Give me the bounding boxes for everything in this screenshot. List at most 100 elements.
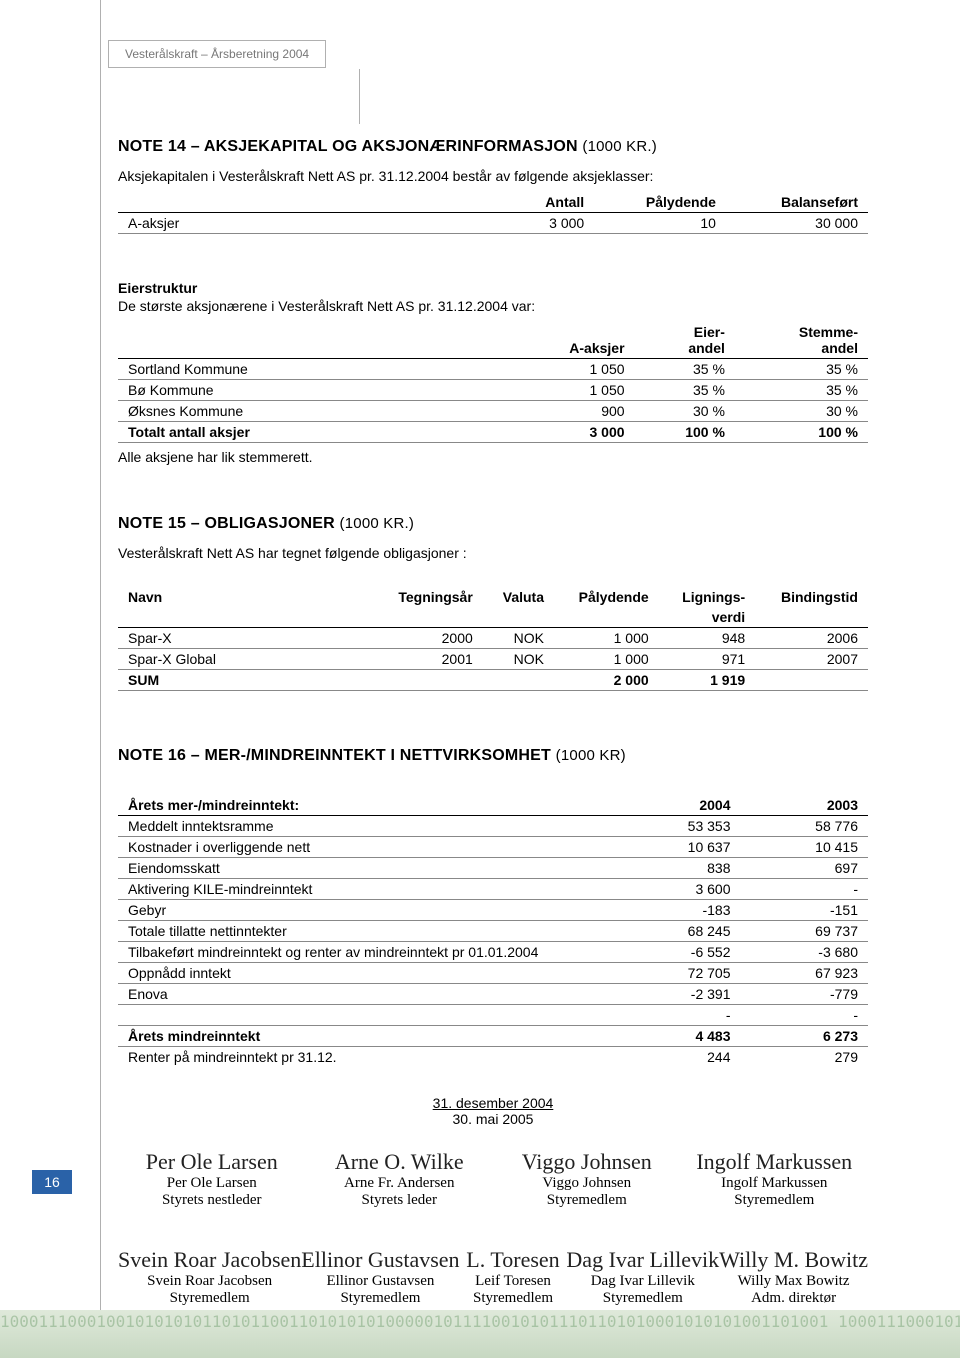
signature-role: Styremedlem xyxy=(460,1290,567,1307)
signing-dates: 31. desember 2004 30. mai 2005 xyxy=(118,1095,868,1127)
note15-title: NOTE 15 – OBLIGASJONER (1000 KR.) xyxy=(118,515,868,533)
signature-block: Per Ole Larsen Per Ole Larsen Styrets ne… xyxy=(118,1151,868,1307)
th xyxy=(483,607,554,628)
td: 2006 xyxy=(755,628,868,649)
td: NOK xyxy=(483,628,554,649)
signature: Viggo Johnsen Viggo Johnsen Styremedlem xyxy=(493,1151,681,1209)
th: Eier-andel xyxy=(635,322,735,359)
signature-role: Styremedlem xyxy=(681,1192,869,1209)
signature-role: Styremedlem xyxy=(493,1192,681,1209)
td: Meddelt inntektsramme xyxy=(118,816,613,837)
signature: Per Ole Larsen Per Ole Larsen Styrets ne… xyxy=(118,1151,306,1209)
td: Totale tillatte nettinntekter xyxy=(118,921,613,942)
td: 838 xyxy=(613,858,741,879)
signature-script: Ellinor Gustavsen xyxy=(301,1249,459,1271)
signature: Willy M. Bowitz Willy Max Bowitz Adm. di… xyxy=(719,1249,868,1307)
td: 10 415 xyxy=(741,837,869,858)
signature: Arne O. Wilke Arne Fr. Andersen Styrets … xyxy=(306,1151,494,1209)
th: Stemme-andel xyxy=(735,322,868,359)
td: 2 000 xyxy=(554,670,659,691)
td: 35 % xyxy=(635,380,735,401)
signature-name: Ingolf Markussen xyxy=(681,1175,869,1192)
td: 2001 xyxy=(373,649,483,670)
note16-title-bold: NOTE 16 – MER-/MINDREINNTEKT I NETTVIRKS… xyxy=(118,747,556,764)
td: Tilbakeført mindreinntekt og renter av m… xyxy=(118,942,613,963)
td: -6 552 xyxy=(613,942,741,963)
note14-table-eier: A-aksjer Eier-andel Stemme-andel Sortlan… xyxy=(118,322,868,443)
signature-script: L. Toresen xyxy=(460,1249,567,1271)
td: Aktivering KILE-mindreinntekt xyxy=(118,879,613,900)
eier-foot: Alle aksjene har lik stemmerett. xyxy=(118,449,868,465)
signature-script: Willy M. Bowitz xyxy=(719,1249,868,1271)
signature: Svein Roar Jacobsen Svein Roar Jacobsen … xyxy=(118,1249,301,1307)
signature-role: Styrets leder xyxy=(306,1192,494,1209)
td: -2 391 xyxy=(613,984,741,1005)
th: Årets mer-/mindreinntekt: xyxy=(118,795,613,816)
td: 697 xyxy=(741,858,869,879)
signature-name: Svein Roar Jacobsen xyxy=(118,1273,301,1290)
td: 1 000 xyxy=(554,628,659,649)
td: -779 xyxy=(741,984,869,1005)
td: 900 xyxy=(508,401,635,422)
left-rule xyxy=(100,0,101,1358)
signature-script: Arne O. Wilke xyxy=(306,1151,494,1173)
td: 948 xyxy=(659,628,756,649)
th xyxy=(373,607,483,628)
eier-head: Eierstruktur xyxy=(118,280,868,296)
td: 100 % xyxy=(735,422,868,443)
note16-title: NOTE 16 – MER-/MINDREINNTEKT I NETTVIRKS… xyxy=(118,747,868,765)
td: Renter på mindreinntekt pr 31.12. xyxy=(118,1047,613,1068)
th: Navn xyxy=(118,587,373,607)
td: 53 353 xyxy=(613,816,741,837)
td: - xyxy=(741,1005,869,1026)
td: Totalt antall aksjer xyxy=(118,422,508,443)
note14-table-klasser: Antall Pålydende Balanseført A-aksjer 3 … xyxy=(118,192,868,234)
td: 3 600 xyxy=(613,879,741,900)
td: Spar-X Global xyxy=(118,649,373,670)
td: 1 000 xyxy=(554,649,659,670)
page-number: 16 xyxy=(32,1170,72,1194)
td: -3 680 xyxy=(741,942,869,963)
th xyxy=(755,607,868,628)
header-drop-rule xyxy=(359,69,360,124)
eier-intro: De største aksjonærene i Vesterålskraft … xyxy=(118,298,868,314)
td: SUM xyxy=(118,670,373,691)
td: A-aksjer xyxy=(118,213,508,234)
td: 971 xyxy=(659,649,756,670)
note16-table: Årets mer-/mindreinntekt: 2004 2003 Medd… xyxy=(118,795,868,1067)
td: 69 737 xyxy=(741,921,869,942)
td: Gebyr xyxy=(118,900,613,921)
td: 30 % xyxy=(735,401,868,422)
th: Valuta xyxy=(483,587,554,607)
note14-title-sub: (1000 KR.) xyxy=(582,138,657,155)
td: 2007 xyxy=(755,649,868,670)
note15-intro: Vesterålskraft Nett AS har tegnet følgen… xyxy=(118,545,868,561)
note14-title-bold: NOTE 14 – AKSJEKAPITAL OG AKSJONÆRINFORM… xyxy=(118,138,582,155)
th: Lignings- xyxy=(659,587,756,607)
td: Kostnader i overliggende nett xyxy=(118,837,613,858)
th: Pålydende xyxy=(554,587,659,607)
td: 279 xyxy=(741,1047,869,1068)
note15-table: Navn Tegningsår Valuta Pålydende Ligning… xyxy=(118,587,868,691)
th: Bindingstid xyxy=(755,587,868,607)
td: Sortland Kommune xyxy=(118,359,508,380)
td: Spar-X xyxy=(118,628,373,649)
binary-footer-band: 1000111000100101010101101011001101010101… xyxy=(0,1310,960,1358)
note15-title-sub: (1000 KR.) xyxy=(340,515,415,532)
signature-script: Dag Ivar Lillevik xyxy=(566,1249,719,1271)
td: Bø Kommune xyxy=(118,380,508,401)
th: 2003 xyxy=(741,795,869,816)
td: 10 637 xyxy=(613,837,741,858)
th xyxy=(118,192,508,213)
signature-row-1: Per Ole Larsen Per Ole Larsen Styrets ne… xyxy=(118,1151,868,1209)
th: A-aksjer xyxy=(508,322,635,359)
td: 3 000 xyxy=(508,213,594,234)
th: Balanseført xyxy=(726,192,868,213)
running-header: Vesterålskraft – Årsberetning 2004 xyxy=(108,40,326,68)
td: 35 % xyxy=(635,359,735,380)
td xyxy=(118,1005,613,1026)
td: - xyxy=(613,1005,741,1026)
td: 3 000 xyxy=(508,422,635,443)
th: verdi xyxy=(659,607,756,628)
signature-role: Styremedlem xyxy=(118,1290,301,1307)
